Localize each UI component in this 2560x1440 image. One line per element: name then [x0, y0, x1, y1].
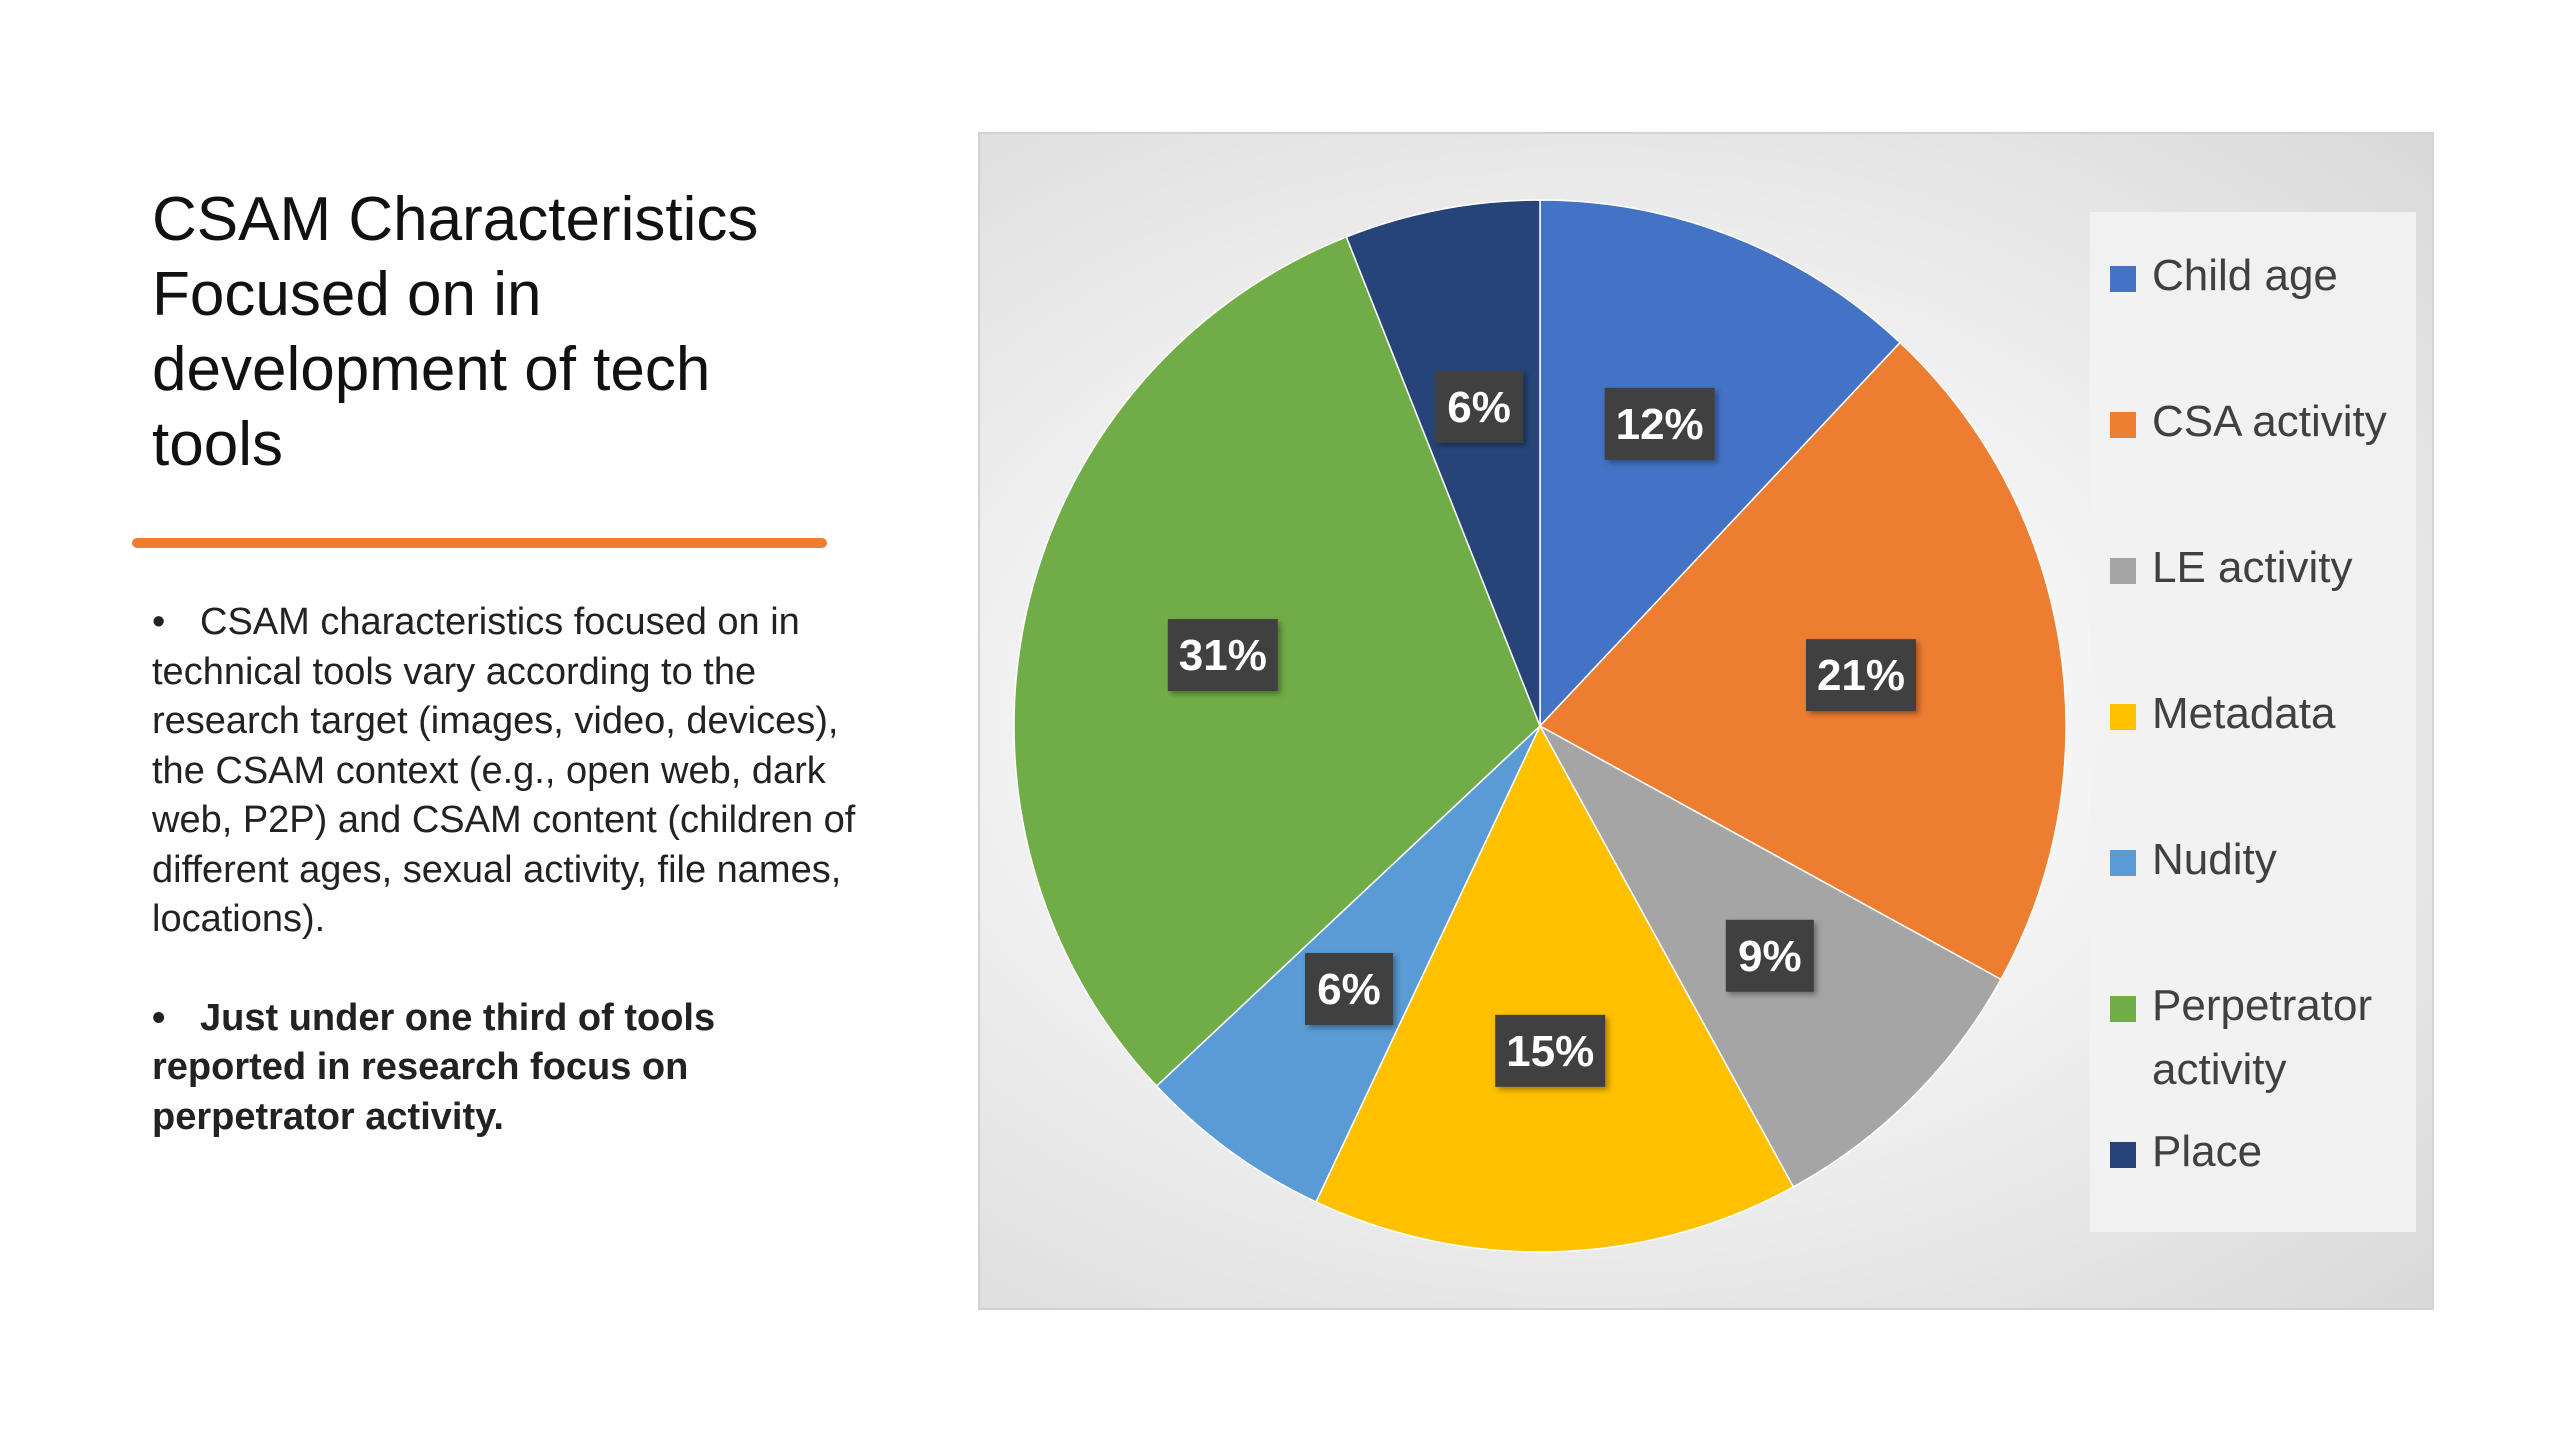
legend-item: Child age [2100, 244, 2420, 308]
legend: Child age CSA activity LE activity Metadata… [2090, 212, 2416, 1232]
legend-item: Perpetrator activity [2100, 974, 2420, 1102]
pie-slices [1013, 199, 2067, 1253]
data-label: 6% [1435, 370, 1524, 443]
legend-item: LE activity [2100, 536, 2420, 600]
data-label-text: 15% [1506, 1027, 1594, 1076]
bullet-text: CSAM characteristics focused on in techn… [152, 601, 856, 940]
chart-panel: 12% 21% 9% 15% 6% 31% 6% Child age CSA activity… [978, 132, 2434, 1310]
data-label-text: 12% [1616, 400, 1704, 449]
data-label-box [1167, 619, 1278, 692]
legend-label: Place [2152, 1127, 2263, 1176]
legend-swatch [2110, 412, 2136, 438]
legend-swatch [2110, 1142, 2136, 1168]
pie-slice-place [1345, 199, 1541, 727]
legend-item: Metadata [2100, 682, 2420, 746]
legend-swatch [2110, 850, 2136, 876]
data-label-text: 6% [1317, 965, 1381, 1014]
data-label-box [1304, 952, 1393, 1025]
data-label: 31% [1167, 619, 1278, 692]
bullet-glyph: • [152, 601, 166, 643]
data-label: 21% [1805, 639, 1916, 712]
data-label: 12% [1604, 387, 1715, 460]
legend-label: Nudity [2152, 835, 2277, 884]
pie-slice-csa-activity [1538, 341, 2067, 981]
legend-swatch [2110, 558, 2136, 584]
legend-label: Metadata [2152, 689, 2336, 738]
data-label-box [1805, 639, 1916, 712]
bullet-glyph: • [152, 996, 166, 1039]
legend-label: Child age [2152, 251, 2338, 300]
legend-item: Nudity [2100, 828, 2420, 892]
legend-label: Perpetrator activity [2152, 981, 2373, 1094]
data-label-box [1435, 370, 1524, 443]
data-label-text: 6% [1447, 383, 1511, 432]
bullet-item: • CSAM characteristics focused on in tech… [152, 598, 872, 945]
pie-chart: 12% 21% 9% 15% 6% 31% 6% [1013, 199, 2067, 1253]
data-label-box [1725, 919, 1814, 992]
data-label-text: 31% [1179, 631, 1267, 680]
data-label-text: 21% [1817, 651, 1905, 700]
data-label: 6% [1304, 952, 1393, 1025]
legend-swatch [2110, 704, 2136, 730]
data-label-box [1604, 387, 1715, 460]
bullet-list: • CSAM characteristics focused on in tech… [152, 598, 872, 1191]
title-divider [132, 538, 827, 548]
legend-label: CSA activity [2152, 397, 2387, 446]
data-label-box [1495, 1014, 1606, 1087]
data-label: 15% [1495, 1014, 1606, 1087]
bullet-item: • Just under one third of tools reported … [152, 994, 872, 1143]
legend-item: CSA activity [2100, 390, 2420, 454]
data-label-text: 9% [1738, 932, 1802, 981]
legend-item: Place [2100, 1120, 2420, 1184]
pie-slice-metadata [1315, 724, 1795, 1253]
bullet-text: Just under one third of tools reported i… [152, 996, 716, 1138]
pie-slice-child-age [1539, 199, 1902, 728]
legend-label: LE activity [2152, 543, 2353, 592]
legend-swatch [2110, 996, 2136, 1022]
legend-swatch [2110, 266, 2136, 292]
data-label: 9% [1725, 919, 1814, 992]
pie-data-labels: 12% 21% 9% 15% 6% 31% 6% [1167, 370, 1916, 1087]
slide-title: CSAM Characteristics Focused on in devel… [152, 185, 759, 479]
